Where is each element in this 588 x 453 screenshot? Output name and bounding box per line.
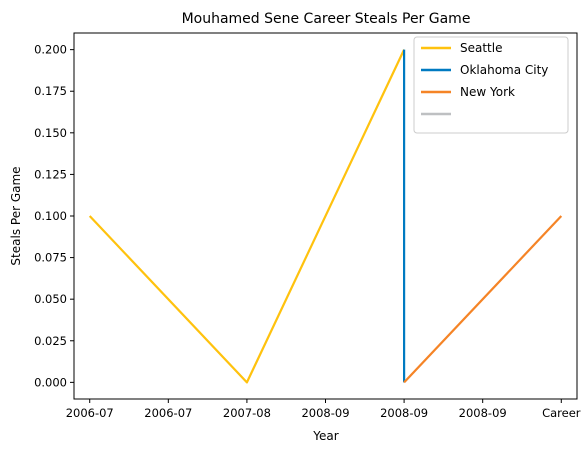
y-tick-label: 0.200 bbox=[34, 43, 67, 57]
y-tick-label: 0.050 bbox=[34, 292, 67, 306]
x-tick-label: 2006-07 bbox=[144, 406, 192, 420]
y-tick-label: 0.000 bbox=[34, 375, 67, 389]
legend-label-seattle: Seattle bbox=[460, 41, 502, 55]
legend-label-new-york: New York bbox=[460, 85, 515, 99]
y-tick-label: 0.100 bbox=[34, 209, 67, 223]
x-axis-title: Year bbox=[312, 429, 338, 443]
legend-label-oklahoma-city: Oklahoma City bbox=[460, 63, 548, 77]
x-axis: 2006-07 2006-07 2007-08 2008-09 2008-09 2008-… bbox=[66, 399, 581, 420]
y-tick-label: 0.025 bbox=[34, 334, 67, 348]
y-tick-label: 0.150 bbox=[34, 126, 67, 140]
x-tick-label: 2007-08 bbox=[223, 406, 271, 420]
y-tick-label: 0.075 bbox=[34, 251, 67, 265]
series-line-seattle bbox=[90, 50, 404, 383]
y-tick-label: 0.125 bbox=[34, 167, 67, 181]
x-tick-label: Career bbox=[542, 406, 581, 420]
y-axis-title: Steals Per Game bbox=[9, 166, 23, 265]
y-tick-label: 0.175 bbox=[34, 84, 67, 98]
x-tick-label: 2006-07 bbox=[66, 406, 114, 420]
x-tick-label: 2008-09 bbox=[380, 406, 428, 420]
series-line-new-york bbox=[404, 216, 561, 382]
y-axis: 0.000 0.025 0.050 0.075 0.100 0.125 0.150 0.175… bbox=[34, 43, 74, 390]
chart-title: Mouhamed Sene Career Steals Per Game bbox=[182, 11, 471, 27]
x-tick-label: 2008-09 bbox=[301, 406, 349, 420]
x-tick-label: 2008-09 bbox=[459, 406, 507, 420]
legend[interactable]: Seattle Oklahoma City New York bbox=[414, 37, 568, 133]
